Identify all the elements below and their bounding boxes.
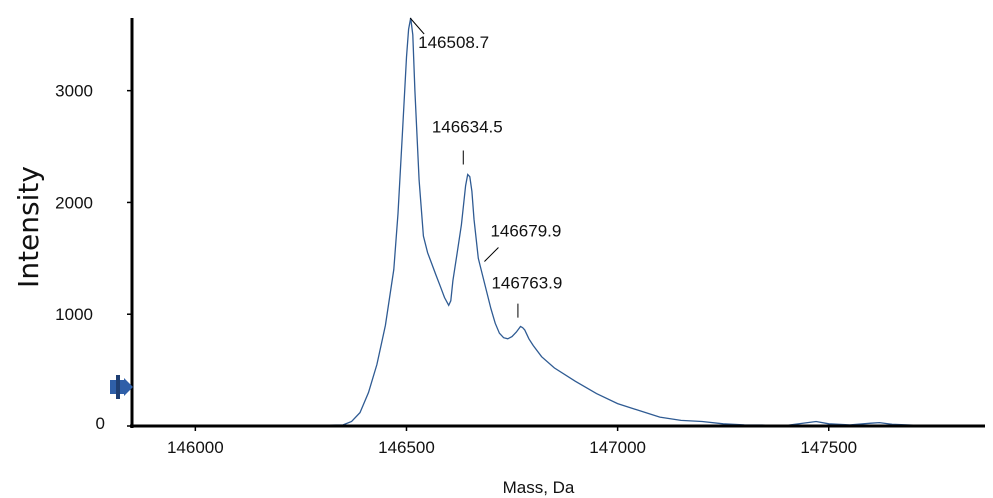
peak-label: 146763.9	[491, 274, 562, 293]
y-axis-title: Intensity	[12, 166, 45, 288]
marker-arrow	[124, 378, 133, 396]
peak-leader-line	[484, 247, 499, 262]
peak-label: 146634.5	[432, 117, 503, 136]
x-ticks: 146000 146500 147000 147500	[167, 426, 857, 457]
y-tick-label: 3000	[55, 82, 93, 101]
y-tick-label: 0	[96, 414, 105, 433]
peak-label: 146508.7	[418, 33, 489, 52]
x-axis-title: Mass, Da	[503, 478, 575, 497]
baseline-marker-icon[interactable]	[110, 375, 133, 399]
marker-stem	[116, 375, 120, 399]
x-tick-label: 147000	[589, 438, 646, 457]
plot-area: 146508.7 146634.5 146679.9 146763.9	[132, 17, 986, 427]
peak-annotations: 146508.7 146634.5 146679.9 146763.9	[409, 17, 562, 318]
y-tick-label: 1000	[55, 305, 93, 324]
peak-leader-line	[409, 17, 425, 35]
x-tick-label: 147500	[800, 438, 857, 457]
y-ticks: 0 1000 2000 3000	[55, 82, 132, 433]
peak-label: 146679.9	[490, 222, 561, 241]
x-tick-label: 146500	[378, 438, 435, 457]
x-tick-label: 146000	[167, 438, 224, 457]
y-tick-label: 2000	[55, 193, 93, 212]
axes: 146000 146500 147000 147500 0 1000 2000 3000	[55, 18, 985, 457]
